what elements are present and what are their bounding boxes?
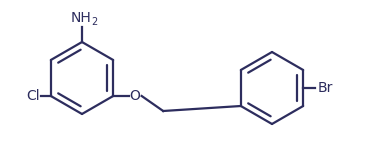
Text: O: O — [130, 89, 141, 103]
Text: Cl: Cl — [26, 89, 40, 103]
Text: 2: 2 — [92, 17, 98, 27]
Text: Br: Br — [317, 81, 333, 95]
Text: NH: NH — [71, 11, 92, 25]
